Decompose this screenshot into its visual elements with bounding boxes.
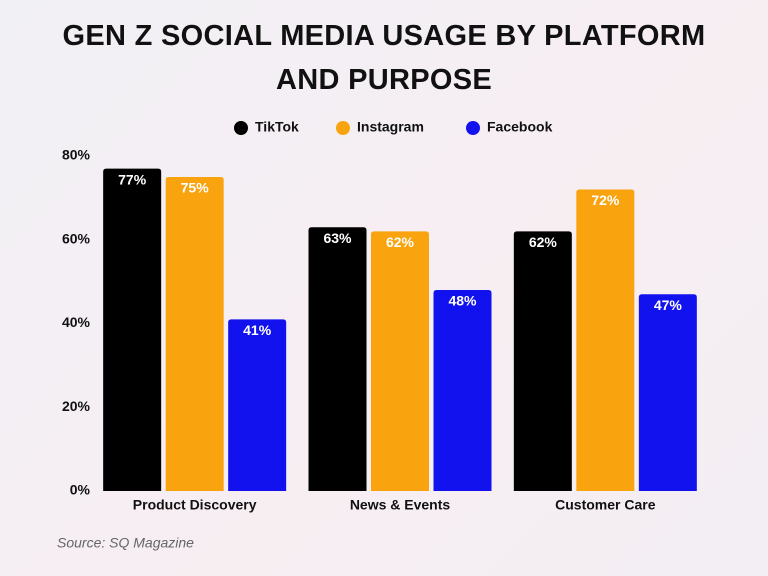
bar [103,168,162,491]
bar [576,189,635,491]
value-label: 47% [654,297,683,313]
y-tick-label: 80% [62,147,91,163]
legend-label: Instagram [357,119,424,135]
bar [433,290,492,491]
bar [513,231,572,491]
bar [371,231,429,491]
value-label: 48% [448,293,477,309]
x-tick-label: News & Events [350,497,451,513]
bar [638,294,697,491]
value-label: 62% [386,234,415,250]
legend-marker [466,121,480,135]
value-label: 62% [529,234,558,250]
value-label: 77% [118,171,147,187]
legend-label: Facebook [487,119,553,135]
chart-title: GEN Z SOCIAL MEDIA USAGE BY PLATFORM AND… [62,20,706,96]
value-label: 63% [323,230,352,246]
bar [165,176,224,491]
y-tick-label: 60% [62,230,91,246]
y-tick-label: 20% [62,398,91,414]
y-tick-label: 0% [70,482,91,498]
legend-marker [336,121,350,135]
value-label: 75% [181,180,210,196]
y-tick-label: 40% [62,314,91,330]
x-tick-label: Product Discovery [133,497,257,513]
source: Source: SQ Magazine [57,535,194,551]
value-label: 72% [591,192,620,208]
bar [228,319,287,491]
legend-marker [234,121,248,135]
value-label: 41% [243,322,272,338]
bar [308,227,367,491]
x-tick-label: Customer Care [555,497,656,513]
legend-label: TikTok [255,119,299,135]
